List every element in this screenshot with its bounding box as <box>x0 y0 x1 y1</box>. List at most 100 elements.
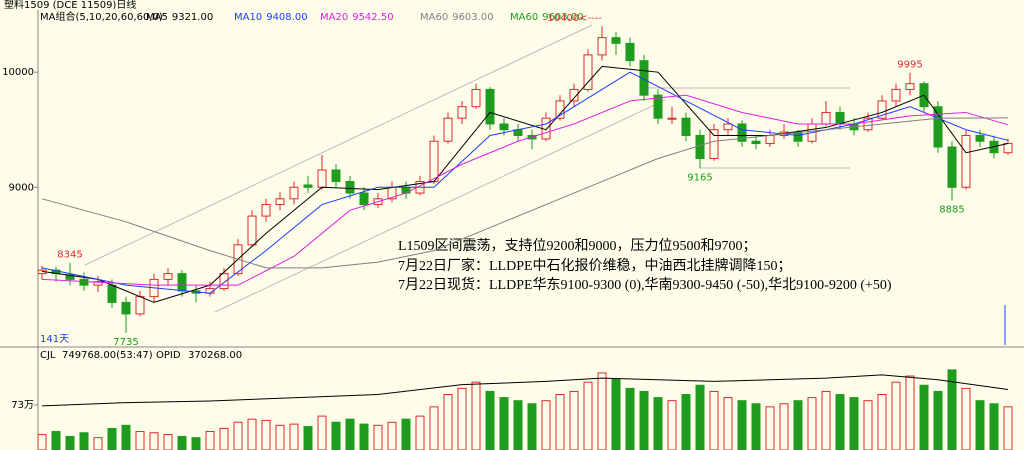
opid-name: OPID <box>156 350 181 361</box>
volume-bar <box>149 432 159 450</box>
candle-body <box>835 111 845 125</box>
volume-bar <box>737 400 747 450</box>
legend-value: 9603.00 <box>542 12 583 23</box>
volume-bar <box>513 400 523 450</box>
volume-name: CJL <box>40 350 56 361</box>
volume-bar <box>191 437 201 450</box>
candle-body <box>135 296 145 315</box>
opid-line <box>41 374 1009 407</box>
candle-body <box>443 117 453 142</box>
candle-body <box>933 106 943 148</box>
volume-tick-label: 73万 <box>11 400 34 411</box>
candle-body <box>891 88 901 102</box>
volume-bar <box>541 400 551 450</box>
price-annotation: 9165 <box>687 172 712 183</box>
candle-body <box>877 100 887 119</box>
candle-body <box>79 278 89 286</box>
chart-title: 塑料1509 (DCE 11509)日线 <box>4 0 136 11</box>
volume-bar <box>765 406 775 450</box>
volume-bar <box>429 406 439 450</box>
volume-bar <box>751 403 761 450</box>
volume-bar <box>919 384 929 450</box>
volume-bar <box>359 423 369 450</box>
volume-bar <box>163 434 173 450</box>
volume-bar <box>107 427 117 450</box>
volume-bar <box>597 372 607 450</box>
legend-name: MA5 <box>146 12 168 23</box>
volume-bar <box>443 394 453 450</box>
volume-bar <box>933 390 943 450</box>
candle-body <box>429 140 439 183</box>
candle-body <box>611 37 621 44</box>
candle-body <box>471 88 481 108</box>
candle-body <box>177 273 187 292</box>
volume-bar <box>275 424 285 450</box>
volume-bar <box>135 431 145 450</box>
candle-body <box>289 186 299 200</box>
volume-bar <box>877 394 887 450</box>
volume-bar <box>37 434 47 450</box>
candle-body <box>625 42 635 62</box>
volume-bar <box>331 421 341 450</box>
note: 7月22日厂家：LLDPE中石化报价维稳，中油西北挂牌调降150； <box>398 257 792 274</box>
volume-bar <box>709 390 719 450</box>
volume-bar <box>121 424 131 450</box>
volume-bar <box>639 390 649 450</box>
volume-bar <box>79 432 89 450</box>
volume-bar <box>261 419 271 450</box>
legend-value: 9603.00 <box>452 12 493 23</box>
volume-bar <box>485 390 495 450</box>
volume-bar <box>583 381 593 450</box>
y-tick-label: 10000 <box>2 67 34 78</box>
candle-body <box>793 131 803 142</box>
ma-line <box>41 117 1009 269</box>
legend-name: MA60 <box>420 12 448 23</box>
price-annotation: 9995 <box>897 60 922 71</box>
candle-body <box>569 88 579 102</box>
candle-body <box>317 169 327 188</box>
volume-bar <box>723 397 733 450</box>
candle-body <box>93 281 103 286</box>
candle-body <box>163 273 173 280</box>
volume-bar <box>989 403 999 450</box>
candle-body <box>457 106 467 119</box>
volume-bar <box>247 418 257 450</box>
candle-body <box>485 88 495 125</box>
legend-value: 9408.00 <box>266 12 307 23</box>
volume-bar <box>835 394 845 450</box>
candle-body <box>751 140 761 145</box>
candle-body <box>975 134 985 142</box>
volume-bar <box>51 431 61 450</box>
volume-bar <box>653 397 663 450</box>
volume-bar <box>345 418 355 450</box>
candle-body <box>709 129 719 160</box>
volume-bar <box>233 421 243 450</box>
days-label: 141天 <box>40 334 69 345</box>
legend-value: 9542.50 <box>352 12 393 23</box>
volume-bar <box>779 403 789 450</box>
candle-body <box>275 198 285 206</box>
volume-bar <box>569 390 579 450</box>
candle-body <box>107 284 117 303</box>
volume-bar <box>793 400 803 450</box>
volume-bar <box>177 435 187 450</box>
volume-bar <box>821 390 831 450</box>
volume-bar <box>457 387 467 450</box>
candle-body <box>261 204 271 217</box>
volume-bar <box>499 397 509 450</box>
ma-line <box>41 71 1009 294</box>
candle-body <box>905 83 915 90</box>
volume-bar <box>65 435 75 450</box>
volume-bar <box>625 387 635 450</box>
channel-line <box>214 99 666 313</box>
volume-bar <box>863 400 873 450</box>
volume-bar <box>303 426 313 450</box>
legend-name: MA10 <box>234 12 262 23</box>
ma-title: MA组合(5,10,20,60,60,0) <box>40 10 163 23</box>
volume-bar <box>373 424 383 450</box>
volume-bar <box>401 418 411 450</box>
candle-body <box>723 123 733 131</box>
volume-bar <box>975 400 985 450</box>
